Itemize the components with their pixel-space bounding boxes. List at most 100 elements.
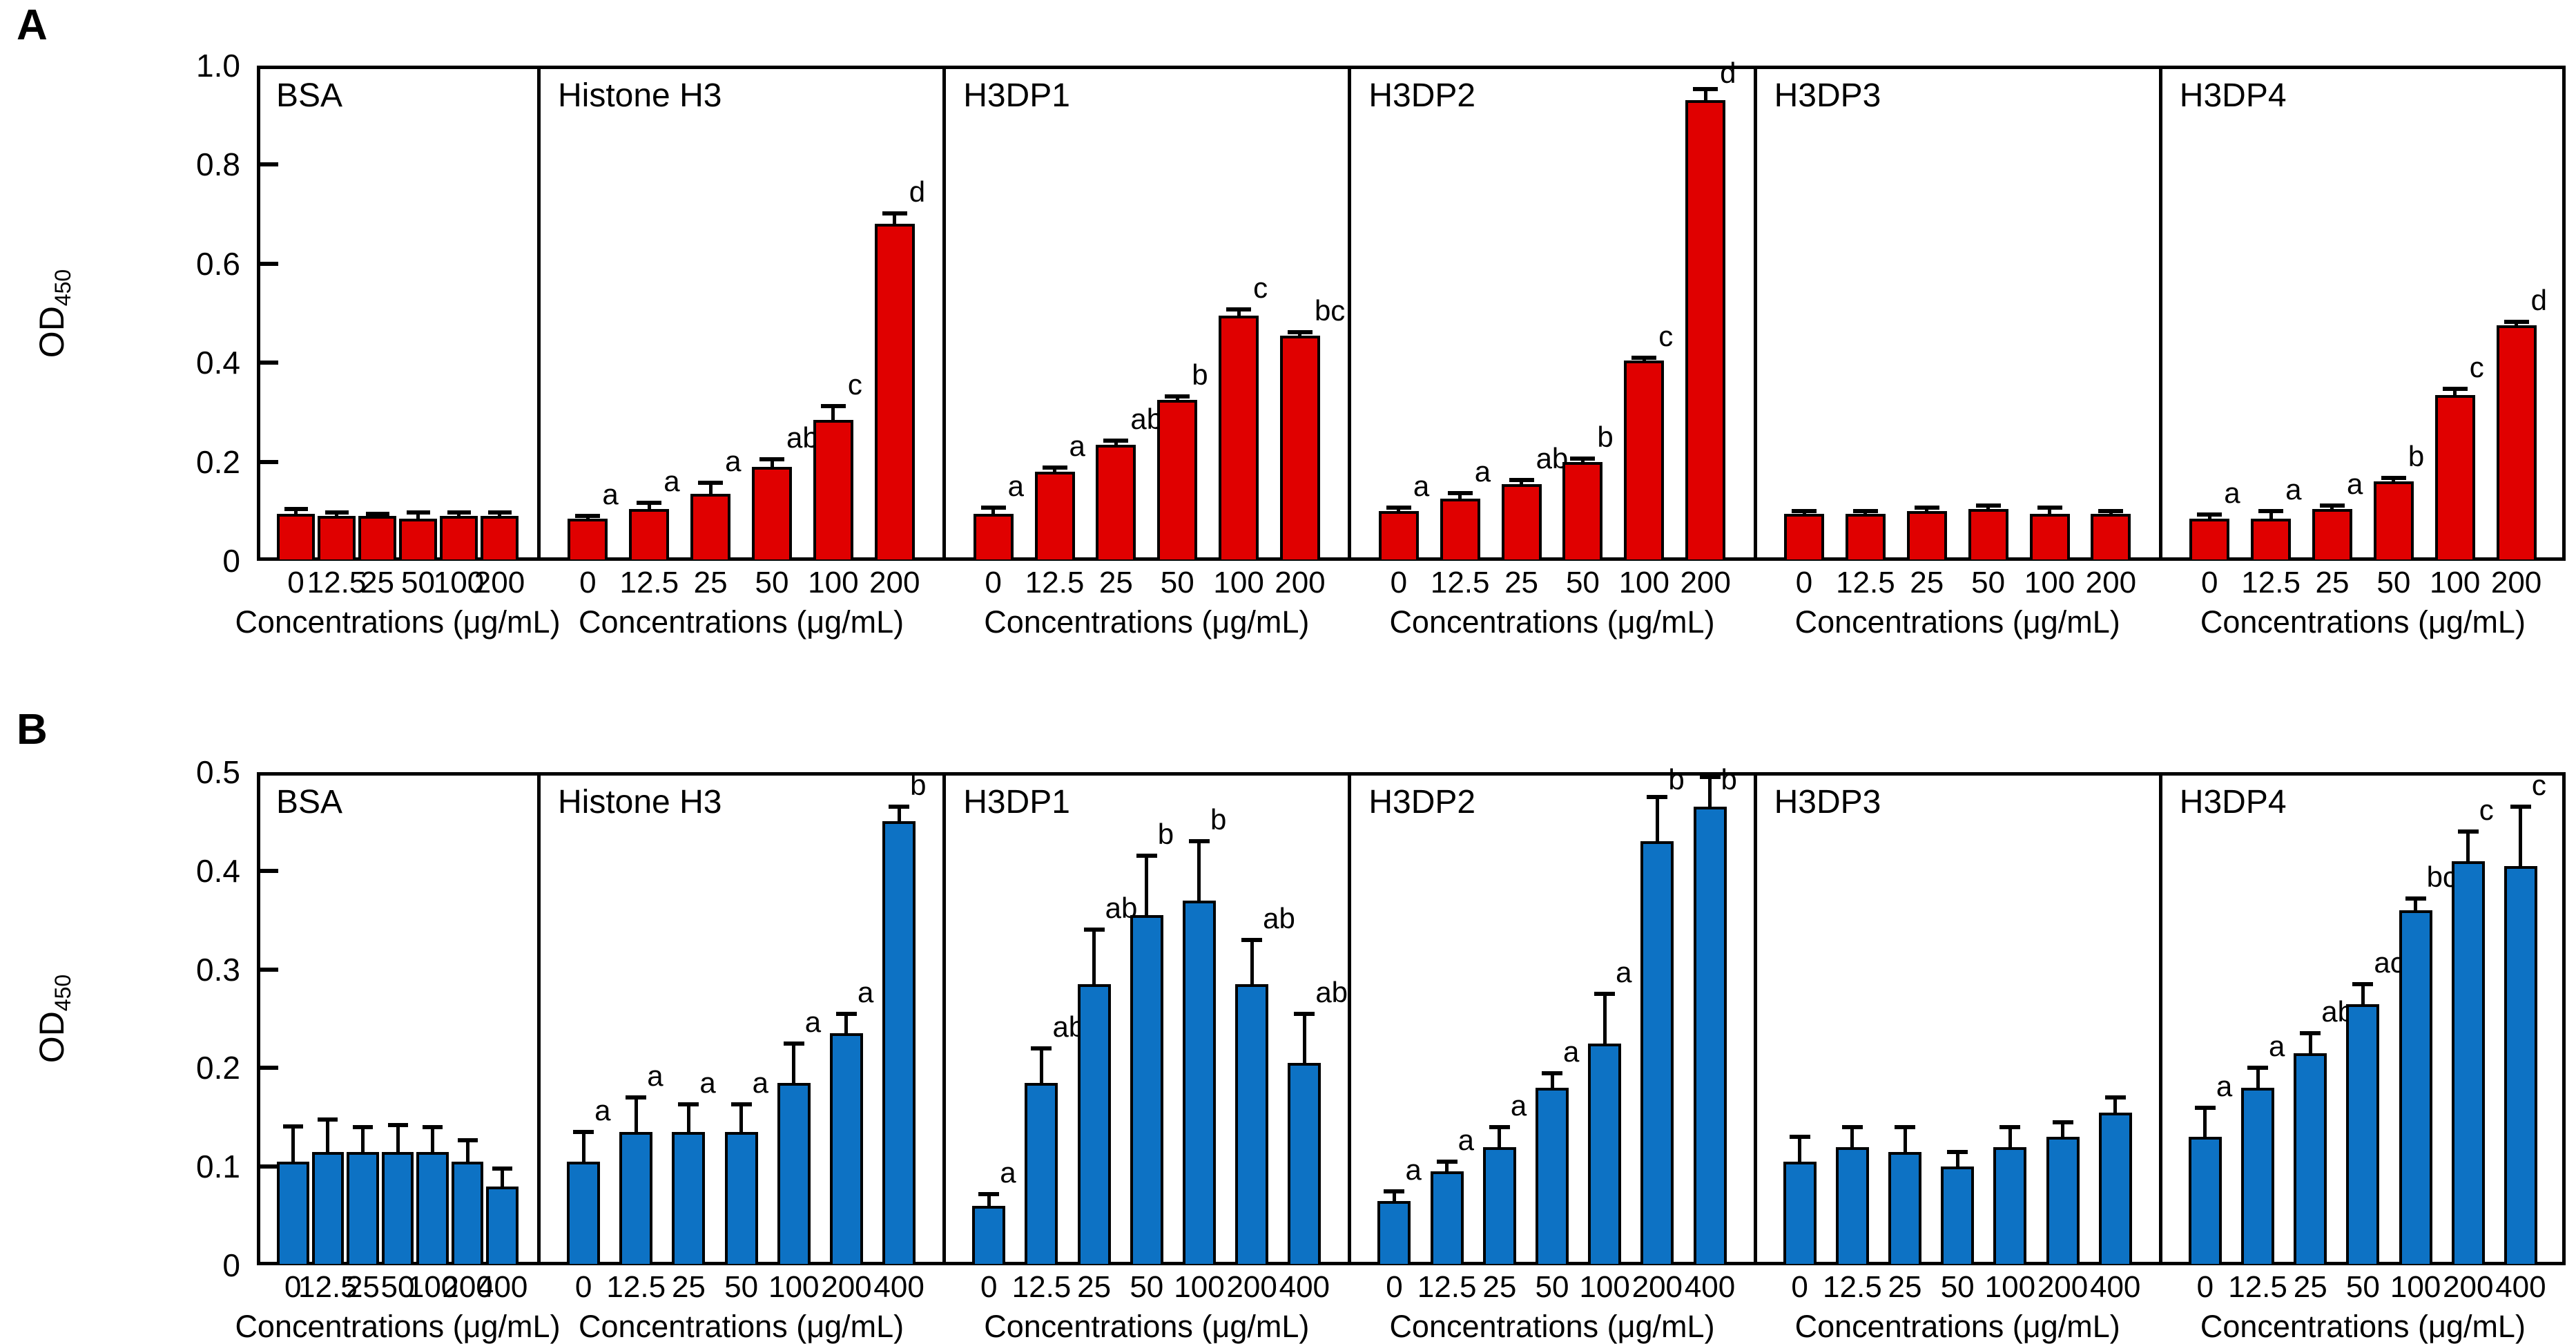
significance-letter: a [804, 1005, 822, 1038]
bar [416, 1151, 449, 1264]
error-bar-cap [492, 1167, 513, 1171]
x-tick-label: 50 [380, 1270, 415, 1304]
error-bar-cap [1188, 838, 1210, 843]
x-tick-label: 25 [345, 1270, 380, 1304]
x-tick-label: 25 [1888, 1270, 1922, 1304]
x-axis-title: Concentrations (μg/mL) [2200, 604, 2526, 640]
error-bar-cap [406, 510, 430, 515]
y-axis-title-subscript: 450 [50, 974, 75, 1012]
x-tick-label: 50 [1971, 566, 2006, 599]
x-tick-label: 0 [2200, 566, 2218, 599]
bar [2399, 910, 2432, 1264]
error-bar-line [1250, 939, 1254, 987]
x-tick-label: 400 [1684, 1270, 1736, 1304]
x-tick-label: 12.5 [2241, 566, 2301, 599]
error-bar-cap [2352, 982, 2374, 987]
x-tick-label: 100 [768, 1270, 820, 1304]
subpanel-title: H3DP1 [963, 77, 1070, 114]
x-axis-title: Concentrations (μg/mL) [235, 604, 561, 640]
bar [1219, 316, 1259, 559]
significance-letter: d [1720, 57, 1736, 89]
error-bar-cap [1083, 928, 1105, 932]
x-axis-title: Concentrations (μg/mL) [235, 1309, 561, 1344]
y-axis-title: OD450 [32, 974, 75, 1064]
panel-divider [1348, 772, 1352, 1265]
error-bar-cap [2319, 503, 2345, 508]
error-bar-cap [1042, 465, 1067, 470]
significance-letter: a [1000, 1156, 1016, 1189]
error-bar-line [844, 1013, 849, 1037]
bar [486, 1186, 519, 1264]
error-bar-line [2453, 389, 2457, 398]
error-bar-line [1863, 510, 1868, 517]
y-tick-mark [260, 1164, 278, 1169]
error-bar-line [1642, 358, 1646, 363]
error-bar-cap [457, 1137, 478, 1142]
x-tick-label: 12.5 [619, 566, 679, 599]
significance-letter: b [910, 768, 927, 801]
error-bar-line [1802, 510, 1806, 517]
x-tick-label: 25 [693, 566, 728, 599]
error-bar-cap [1294, 1011, 1315, 1016]
subpanel-title: BSA [276, 77, 343, 114]
error-bar-line [1298, 332, 1302, 338]
x-tick-label: 0 [1386, 1270, 1403, 1304]
plot-frame [257, 66, 2566, 561]
error-bar-cap [1241, 937, 1263, 942]
error-bar-line [291, 1126, 295, 1165]
error-bar-line [831, 405, 835, 423]
bar [1835, 1146, 1869, 1264]
error-bar-line [893, 213, 897, 227]
significance-letter: a [1069, 430, 1085, 463]
significance-letter: a [2216, 1069, 2233, 1102]
error-bar-line [1955, 1151, 1959, 1170]
error-bar-line [770, 459, 774, 470]
panel-divider [537, 66, 541, 561]
significance-letter: b [2408, 439, 2425, 472]
bar [1279, 335, 1320, 559]
error-bar-cap [1647, 794, 1668, 799]
bar [277, 1162, 309, 1264]
significance-letter: a [1405, 1153, 1422, 1186]
x-tick-label: 0 [1390, 566, 1408, 599]
error-bar-line [2113, 1097, 2118, 1115]
error-bar-cap [1914, 506, 1939, 510]
bar [1588, 1043, 1622, 1264]
error-bar-cap [2504, 319, 2529, 324]
error-bar-cap [1103, 438, 1129, 443]
x-tick-label: 50 [755, 566, 789, 599]
error-bar-cap [1792, 508, 1817, 513]
error-bar-line [1903, 1127, 1907, 1155]
error-bar-line [1397, 507, 1401, 515]
error-bar-line [1445, 1162, 1449, 1175]
error-bar-cap [626, 1095, 647, 1100]
x-tick-label: 0 [985, 566, 1002, 599]
error-bar-cap [835, 1011, 857, 1016]
error-bar-line [2466, 831, 2470, 864]
bar [752, 466, 793, 559]
y-tick-label: 0.4 [196, 852, 240, 889]
x-axis-title: Concentrations (μg/mL) [2200, 1309, 2526, 1344]
significance-letter: a [1510, 1089, 1527, 1122]
error-bar-line [396, 1125, 400, 1155]
x-tick-label: 200 [1275, 566, 1326, 599]
x-tick-label: 200 [1631, 1270, 1683, 1304]
error-bar-line [376, 513, 379, 519]
bar [1077, 984, 1111, 1264]
bar [2373, 481, 2414, 559]
x-tick-label: 400 [2495, 1270, 2546, 1304]
significance-letter: c [2479, 793, 2494, 826]
x-tick-label: 100 [1174, 1270, 1225, 1304]
panel-divider [537, 772, 541, 1265]
error-bar-line [1197, 841, 1201, 903]
y-tick-label: 0.3 [196, 951, 240, 988]
x-tick-label: 50 [1535, 1270, 1569, 1304]
subpanel-title: Histone H3 [558, 784, 722, 820]
x-tick-label: 12.5 [1011, 1270, 1072, 1304]
significance-letter: b [1721, 763, 1737, 796]
error-bar-cap [1594, 992, 1616, 997]
y-tick-mark [260, 361, 278, 365]
x-tick-label: 400 [873, 1270, 924, 1304]
significance-letter: a [1413, 469, 1430, 502]
